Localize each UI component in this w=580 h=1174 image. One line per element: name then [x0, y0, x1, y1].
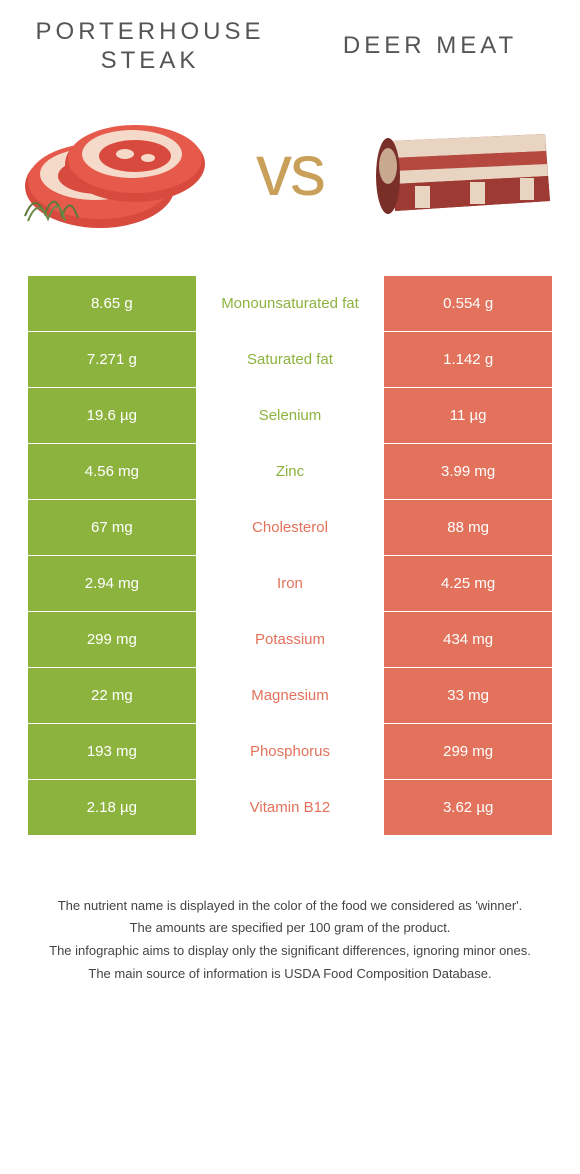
table-row: 193 mgPhosphorus299 mg	[28, 724, 552, 780]
table-row: 4.56 mgZinc3.99 mg	[28, 444, 552, 500]
left-food-title: Porterhouse steak	[30, 18, 270, 76]
right-value: 1.142 g	[384, 332, 552, 388]
left-value: 2.18 µg	[28, 780, 196, 836]
nutrient-label: Magnesium	[196, 668, 385, 724]
left-value: 22 mg	[28, 668, 196, 724]
right-food-image	[360, 96, 560, 246]
footnote-line: The main source of information is USDA F…	[30, 964, 550, 985]
footnote-line: The nutrient name is displayed in the co…	[30, 896, 550, 917]
right-food-title: Deer meat	[310, 32, 550, 61]
nutrient-label: Cholesterol	[196, 500, 385, 556]
right-value: 3.99 mg	[384, 444, 552, 500]
table-row: 2.18 µgVitamin B123.62 µg	[28, 780, 552, 836]
nutrient-label: Zinc	[196, 444, 385, 500]
left-value: 19.6 µg	[28, 388, 196, 444]
right-value: 0.554 g	[384, 276, 552, 332]
right-value: 4.25 mg	[384, 556, 552, 612]
left-value: 299 mg	[28, 612, 196, 668]
table-row: 299 mgPotassium434 mg	[28, 612, 552, 668]
left-value: 7.271 g	[28, 332, 196, 388]
nutrient-label: Monounsaturated fat	[196, 276, 385, 332]
right-value: 11 µg	[384, 388, 552, 444]
table-row: 2.94 mgIron4.25 mg	[28, 556, 552, 612]
table-row: 7.271 gSaturated fat1.142 g	[28, 332, 552, 388]
right-value: 434 mg	[384, 612, 552, 668]
right-value: 299 mg	[384, 724, 552, 780]
nutrient-label: Phosphorus	[196, 724, 385, 780]
nutrient-label: Selenium	[196, 388, 385, 444]
footnote-line: The amounts are specified per 100 gram o…	[30, 918, 550, 939]
comparison-table: 8.65 gMonounsaturated fat0.554 g7.271 gS…	[28, 276, 552, 836]
image-row: vs	[0, 76, 580, 276]
nutrient-label: Potassium	[196, 612, 385, 668]
nutrient-label: Saturated fat	[196, 332, 385, 388]
header: Porterhouse steak Deer meat	[0, 0, 580, 76]
footnotes: The nutrient name is displayed in the co…	[30, 896, 550, 985]
table-row: 67 mgCholesterol88 mg	[28, 500, 552, 556]
footnote-line: The infographic aims to display only the…	[30, 941, 550, 962]
left-value: 2.94 mg	[28, 556, 196, 612]
nutrient-label: Iron	[196, 556, 385, 612]
right-value: 33 mg	[384, 668, 552, 724]
left-food-image	[20, 96, 220, 246]
left-value: 8.65 g	[28, 276, 196, 332]
left-value: 193 mg	[28, 724, 196, 780]
vs-label: vs	[256, 130, 324, 212]
right-value: 88 mg	[384, 500, 552, 556]
nutrient-label: Vitamin B12	[196, 780, 385, 836]
left-value: 4.56 mg	[28, 444, 196, 500]
table-row: 8.65 gMonounsaturated fat0.554 g	[28, 276, 552, 332]
table-row: 22 mgMagnesium33 mg	[28, 668, 552, 724]
table-row: 19.6 µgSelenium11 µg	[28, 388, 552, 444]
left-value: 67 mg	[28, 500, 196, 556]
right-value: 3.62 µg	[384, 780, 552, 836]
